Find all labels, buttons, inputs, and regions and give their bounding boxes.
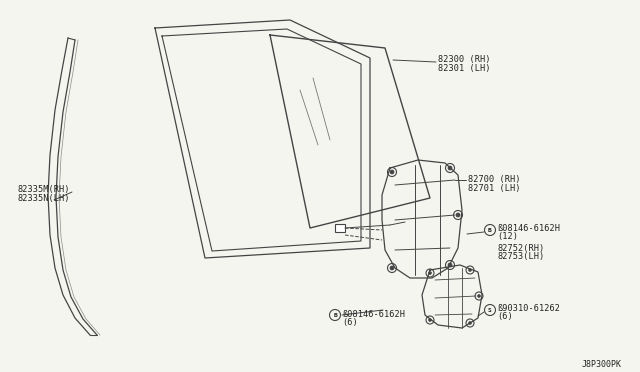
Text: (6): (6) [497, 312, 513, 321]
Text: ß90310-61262: ß90310-61262 [497, 304, 560, 313]
FancyBboxPatch shape [335, 224, 345, 232]
Circle shape [429, 272, 431, 275]
Text: (6): (6) [342, 318, 358, 327]
Text: B: B [488, 228, 492, 233]
Text: S: S [488, 308, 492, 313]
Text: 82335M(RH): 82335M(RH) [18, 185, 70, 194]
Text: 82753(LH): 82753(LH) [497, 253, 544, 262]
Circle shape [448, 263, 452, 267]
Circle shape [448, 166, 452, 170]
Text: 82752(RH): 82752(RH) [497, 244, 544, 253]
Circle shape [477, 295, 481, 298]
Text: 82300 (RH): 82300 (RH) [438, 55, 490, 64]
Circle shape [390, 266, 394, 270]
Circle shape [468, 269, 472, 272]
Text: B: B [333, 313, 337, 318]
Text: 82335N(LH): 82335N(LH) [18, 193, 70, 202]
Text: 82301 (LH): 82301 (LH) [438, 64, 490, 73]
Text: ß08146-6162H: ß08146-6162H [497, 224, 560, 233]
Text: J8P300PK: J8P300PK [582, 360, 622, 369]
Text: ß08146-6162H: ß08146-6162H [342, 310, 405, 319]
Text: 82701 (LH): 82701 (LH) [468, 183, 520, 192]
Circle shape [468, 321, 472, 324]
Circle shape [456, 213, 460, 217]
Circle shape [429, 318, 431, 321]
Text: 82700 (RH): 82700 (RH) [468, 175, 520, 184]
Text: (12): (12) [497, 232, 518, 241]
Circle shape [390, 170, 394, 174]
